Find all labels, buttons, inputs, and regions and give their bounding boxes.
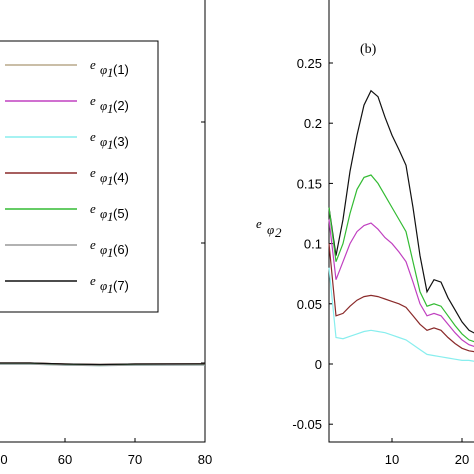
- panel-b-ytick-label: 0.15: [297, 176, 322, 191]
- panel-a-axis: 0 60 70 80: [0, 121, 212, 467]
- svg-text:φ: φ: [100, 62, 107, 77]
- legend-entry: e φ 1 (1): [90, 57, 129, 80]
- svg-text:e: e: [90, 165, 96, 180]
- panel-b-plot: [328, 89, 474, 362]
- legend-entry: e φ 1 (4): [90, 165, 129, 188]
- panel-b-series-line: [328, 219, 474, 348]
- svg-text:(7): (7): [113, 278, 129, 293]
- panel-a-xtick-label: 80: [198, 452, 212, 467]
- svg-text:(5): (5): [113, 206, 129, 221]
- svg-text:φ: φ: [100, 170, 107, 185]
- panel-a-xtick-label: 0: [0, 452, 7, 467]
- panel-b-frame: [328, 0, 474, 443]
- panel-b-ytick-label: 0.25: [297, 56, 322, 71]
- svg-text:(4): (4): [113, 170, 129, 185]
- panel-a-xtick-label: 60: [58, 452, 72, 467]
- panel-b-ytick-label: 0: [315, 357, 322, 372]
- panel-a-series-line: [0, 362, 206, 366]
- panel-a-xtick-label: 70: [128, 452, 142, 467]
- panel-b-axis: 0.25 0.2 0.15 0.1 0.05 0 -0.05 10 20: [292, 56, 469, 467]
- panel-b-series-line: [328, 174, 474, 343]
- legend-box: [0, 40, 159, 313]
- svg-text:(6): (6): [113, 242, 129, 257]
- panel-b-series-line: [328, 243, 474, 353]
- legend-entry: e φ 1 (6): [90, 237, 129, 260]
- panel-a-plot: [0, 362, 206, 367]
- legend: e φ 1 (1)e φ 1 (2)e φ 1 (3)e φ 1 (4)e φ 1 (5)e φ 1 (6)e φ 1(…: [5, 57, 129, 296]
- legend-entry: e φ 1 (7): [90, 273, 129, 296]
- panel-b-series-line: [328, 89, 474, 334]
- svg-text:1: 1: [107, 137, 114, 152]
- svg-text:e: e: [90, 237, 96, 252]
- panel-b-ytick-label: -0.05: [292, 417, 322, 432]
- panel-b-label: (b): [360, 42, 377, 57]
- svg-text:1: 1: [107, 65, 114, 80]
- panel-b-ytick-label: 0.1: [304, 237, 322, 252]
- svg-text:1: 1: [107, 245, 114, 260]
- panel-b-series-line: [328, 267, 474, 362]
- svg-text:1: 1: [107, 281, 114, 296]
- svg-text:φ: φ: [100, 242, 107, 257]
- panel-a-series-line: [0, 363, 206, 367]
- svg-text:φ: φ: [100, 206, 107, 221]
- legend-entry: e φ 1 (3): [90, 129, 129, 152]
- panel-b-xtick-label: 20: [455, 452, 469, 467]
- svg-text:φ: φ: [100, 134, 107, 149]
- svg-text:φ: φ: [100, 98, 107, 113]
- legend-entry: e φ 1 (5): [90, 201, 129, 224]
- svg-text:e: e: [90, 273, 96, 288]
- panel-b-ytick-label: 0.2: [304, 116, 322, 131]
- svg-text:e: e: [90, 57, 96, 72]
- svg-text:e: e: [90, 129, 96, 144]
- svg-text:(2): (2): [113, 98, 129, 113]
- svg-text:φ: φ: [267, 222, 274, 237]
- svg-text:e: e: [90, 93, 96, 108]
- panel-b-xtick-label: 10: [385, 452, 399, 467]
- svg-text:e: e: [90, 201, 96, 216]
- svg-text:φ: φ: [100, 278, 107, 293]
- svg-text:1: 1: [107, 101, 114, 116]
- legend-entry: e φ 1 (2): [90, 93, 129, 116]
- svg-text:1: 1: [107, 209, 114, 224]
- svg-text:e: e: [256, 216, 262, 231]
- panel-b-ytick-label: 0.05: [297, 297, 322, 312]
- svg-text:1: 1: [107, 173, 114, 188]
- svg-text:(3): (3): [113, 134, 129, 149]
- svg-text:2: 2: [275, 225, 282, 240]
- panel-a-frame: [0, 0, 206, 443]
- svg-text:(1): (1): [113, 62, 129, 77]
